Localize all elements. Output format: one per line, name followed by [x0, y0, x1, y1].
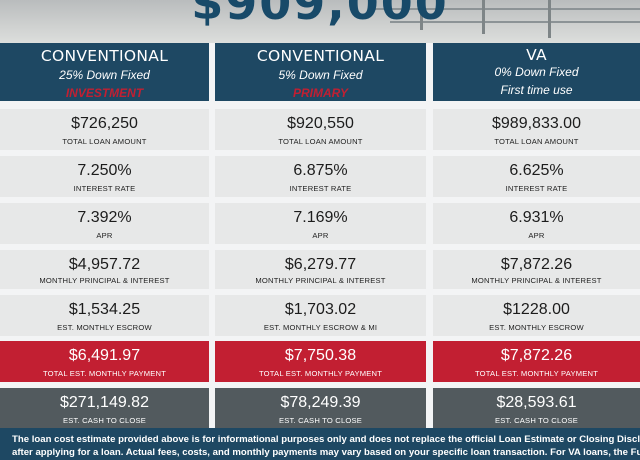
eligibility-tag: First time use: [500, 83, 573, 97]
value: $920,550: [287, 115, 354, 132]
label: INTEREST RATE: [73, 184, 136, 193]
label: MONTHLY PRINCIPAL & INTEREST: [471, 276, 602, 285]
escrow-cell: $1,534.25 EST. MONTHLY ESCROW: [0, 295, 209, 336]
interest-rate-cell: 6.875% INTEREST RATE: [215, 156, 426, 197]
label: EST. MONTHLY ESCROW & MI: [263, 323, 378, 332]
principal-interest-cell: $6,279.77 MONTHLY PRINCIPAL & INTEREST: [215, 250, 426, 289]
total-monthly-payment-cell: $6,491.97 TOTAL EST. MONTHLY PAYMENT: [0, 341, 209, 382]
label: TOTAL EST. MONTHLY PAYMENT: [42, 369, 167, 378]
value: 6.931%: [509, 209, 564, 226]
loan-type: CONVENTIONAL: [256, 47, 385, 65]
value: $78,249.39: [280, 394, 361, 411]
value: $7,872.26: [500, 256, 573, 273]
cash-to-close-cell: $271,149.82 EST. CASH TO CLOSE: [0, 388, 209, 428]
occupancy-tag: PRIMARY: [292, 86, 349, 100]
value: $1,703.02: [284, 301, 357, 318]
apr-cell: 7.169% APR: [215, 203, 426, 244]
column-header: CONVENTIONAL 25% Down Fixed INVESTMENT: [0, 43, 209, 101]
value: $4,957.72: [68, 256, 141, 273]
disclaimer: The loan cost estimate provided above is…: [0, 428, 640, 460]
label: APR: [312, 231, 329, 240]
cash-to-close-cell: $78,249.39 EST. CASH TO CLOSE: [215, 388, 426, 428]
value: 7.392%: [77, 209, 132, 226]
value: $271,149.82: [60, 394, 149, 411]
total-loan-amount-cell: $989,833.00 TOTAL LOAN AMOUNT: [433, 109, 640, 150]
interest-rate-cell: 7.250% INTEREST RATE: [0, 156, 209, 197]
label: EST. CASH TO CLOSE: [494, 416, 579, 425]
label: EST. CASH TO CLOSE: [62, 416, 147, 425]
total-monthly-payment-cell: $7,872.26 TOTAL EST. MONTHLY PAYMENT: [433, 341, 640, 382]
loan-type: VA: [526, 46, 547, 64]
escrow-cell: $1,703.02 EST. MONTHLY ESCROW & MI: [215, 295, 426, 336]
value: 6.625%: [509, 162, 564, 179]
value: 7.250%: [77, 162, 132, 179]
disclaimer-line-1: The loan cost estimate provided above is…: [12, 434, 640, 445]
down-payment-terms: 25% Down Fixed: [59, 68, 150, 82]
value: $1,534.25: [68, 301, 141, 318]
label: TOTAL EST. MONTHLY PAYMENT: [258, 369, 383, 378]
value: $7,750.38: [284, 347, 357, 364]
label: INTEREST RATE: [289, 184, 352, 193]
label: INTEREST RATE: [505, 184, 568, 193]
disclaimer-line-2: after applying for a loan. Actual fees, …: [12, 447, 640, 458]
value: $726,250: [71, 115, 138, 132]
label: APR: [528, 231, 545, 240]
principal-interest-cell: $4,957.72 MONTHLY PRINCIPAL & INTEREST: [0, 250, 209, 289]
value: $7,872.26: [500, 347, 573, 364]
down-payment-terms: 5% Down Fixed: [278, 68, 363, 82]
column-header: VA 0% Down Fixed First time use: [433, 43, 640, 101]
label: EST. MONTHLY ESCROW: [57, 323, 152, 332]
value: $989,833.00: [492, 115, 581, 132]
apr-cell: 6.931% APR: [433, 203, 640, 244]
total-monthly-payment-cell: $7,750.38 TOTAL EST. MONTHLY PAYMENT: [215, 341, 426, 382]
label: TOTAL LOAN AMOUNT: [278, 137, 363, 146]
value: 6.875%: [293, 162, 348, 179]
hero-banner: $909,000: [0, 0, 640, 43]
down-payment-terms: 0% Down Fixed: [494, 65, 579, 79]
banner-headline: $909,000: [191, 0, 449, 30]
label: EST. CASH TO CLOSE: [278, 416, 363, 425]
label: MONTHLY PRINCIPAL & INTEREST: [39, 276, 170, 285]
loan-type: CONVENTIONAL: [40, 47, 169, 65]
interest-rate-cell: 6.625% INTEREST RATE: [433, 156, 640, 197]
escrow-cell: $1228.00 EST. MONTHLY ESCROW: [433, 295, 640, 336]
principal-interest-cell: $7,872.26 MONTHLY PRINCIPAL & INTEREST: [433, 250, 640, 289]
apr-cell: 7.392% APR: [0, 203, 209, 244]
cash-to-close-cell: $28,593.61 EST. CASH TO CLOSE: [433, 388, 640, 428]
value: 7.169%: [293, 209, 348, 226]
occupancy-tag: INVESTMENT: [65, 86, 144, 100]
column-header: CONVENTIONAL 5% Down Fixed PRIMARY: [215, 43, 426, 101]
value: $6,491.97: [68, 347, 141, 364]
label: APR: [96, 231, 113, 240]
value: $1228.00: [503, 301, 570, 318]
label: TOTAL LOAN AMOUNT: [62, 137, 147, 146]
label: TOTAL LOAN AMOUNT: [494, 137, 579, 146]
label: TOTAL EST. MONTHLY PAYMENT: [474, 369, 599, 378]
total-loan-amount-cell: $920,550 TOTAL LOAN AMOUNT: [215, 109, 426, 150]
label: EST. MONTHLY ESCROW: [489, 323, 584, 332]
label: MONTHLY PRINCIPAL & INTEREST: [255, 276, 386, 285]
total-loan-amount-cell: $726,250 TOTAL LOAN AMOUNT: [0, 109, 209, 150]
value: $6,279.77: [284, 256, 357, 273]
value: $28,593.61: [496, 394, 577, 411]
